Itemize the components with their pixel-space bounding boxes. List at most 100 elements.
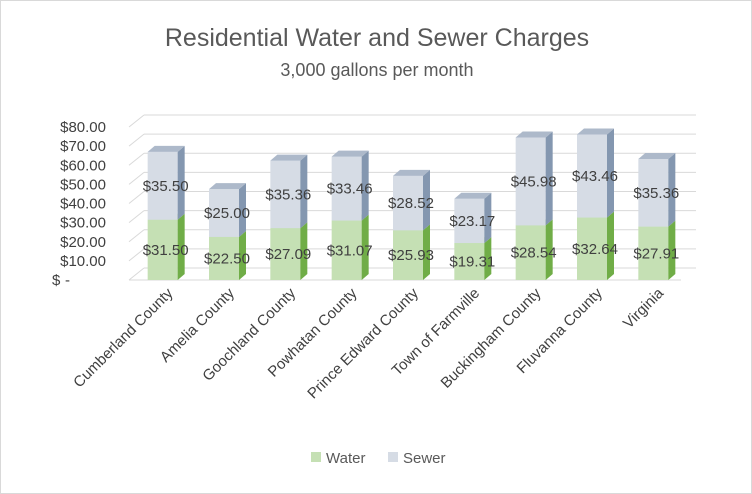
y-tick-label: $60.00	[60, 157, 106, 174]
sewer-data-label: $43.46	[572, 168, 618, 185]
y-tick-label: $	[52, 272, 61, 289]
water-bar-front	[393, 230, 423, 280]
water-bar-side	[668, 220, 676, 280]
sewer-bar-side	[668, 152, 676, 227]
sewer-bar-front	[270, 160, 301, 229]
gridline-diagonal	[128, 229, 145, 243]
legend-swatch	[388, 452, 398, 462]
sewer-bar-front	[577, 134, 607, 218]
water-data-label: $27.91	[633, 245, 679, 262]
sewer-bar-front	[638, 158, 669, 227]
gridline-diagonal	[128, 191, 145, 204]
water-bar-front	[638, 226, 669, 280]
water-bar-front	[270, 228, 301, 280]
sewer-bar-front	[331, 156, 362, 221]
water-bar-front	[331, 220, 362, 280]
water-bar-side	[361, 214, 369, 280]
sewer-bar-side	[423, 169, 430, 231]
gridline-diagonal	[128, 171, 145, 185]
water-bar-side	[545, 219, 553, 280]
category-label: Virginia	[620, 284, 668, 332]
sewer-bar-front	[393, 175, 423, 231]
sewer-bar-side	[239, 183, 246, 237]
sewer-bar-top	[270, 154, 308, 161]
bar-group: $28.54 $45.98	[511, 131, 557, 280]
gridline-diagonal	[128, 267, 145, 281]
sewer-bar-top	[209, 183, 246, 190]
y-tick-label: $20.00	[60, 234, 106, 251]
category-label: Prince Edward County	[304, 284, 422, 402]
water-bar-side	[177, 213, 185, 280]
sewer-bar-top	[393, 169, 430, 176]
legend: Water Sewer	[311, 450, 446, 467]
y-tick-label: $40.00	[60, 196, 106, 213]
bar-group: $27.09 $35.36	[265, 154, 311, 280]
sewer-bar-top	[638, 152, 676, 159]
legend-swatch	[311, 452, 321, 462]
water-data-label: $25.93	[388, 247, 434, 264]
y-tick-label: $30.00	[60, 215, 106, 232]
sewer-bar-front	[515, 137, 546, 226]
water-bar-side	[239, 230, 246, 280]
water-bar-front	[147, 219, 178, 280]
water-bar-side	[423, 224, 430, 280]
sewer-data-label: $33.46	[327, 181, 373, 198]
sewer-bar-top	[515, 131, 553, 138]
bar-group: $25.93 $28.52	[388, 169, 434, 280]
bar-group: $31.07 $33.46	[327, 150, 373, 280]
sewer-data-label: $35.36	[265, 186, 311, 203]
water-bar-front	[454, 243, 485, 280]
y-tick-label: $80.00	[60, 119, 106, 136]
water-bar-side	[300, 222, 308, 280]
gridline-diagonal	[128, 248, 145, 262]
y-tick-label: $10.00	[60, 253, 106, 270]
y-axis-ticks: $ - $10.00 $20.00 $30.00 $40.00 $50.00 $60.00 $7…	[52, 119, 106, 289]
sewer-bar-side	[361, 150, 369, 221]
gridline-diagonal	[128, 210, 145, 224]
sewer-bar-top	[454, 192, 492, 199]
gridline-diagonal	[128, 133, 145, 147]
sewer-bar-side	[545, 131, 553, 226]
y-tick-label: $50.00	[60, 176, 106, 193]
water-bar-side	[484, 237, 492, 280]
water-data-label: $32.64	[572, 241, 618, 258]
sewer-bar-top	[331, 150, 369, 157]
sewer-bar-top	[577, 128, 614, 135]
water-data-label: $19.31	[449, 254, 495, 271]
sewer-bar-side	[607, 128, 614, 218]
sewer-bar-top	[147, 145, 185, 152]
sewer-data-label: $25.00	[204, 205, 250, 222]
sewer-bar-side	[177, 145, 185, 220]
sewer-data-label: $35.50	[143, 178, 189, 195]
sewer-data-label: $23.17	[449, 213, 495, 230]
sewer-bar-front	[147, 151, 178, 220]
water-bar-side	[607, 211, 614, 280]
bars: $31.50 $35.50 $22.50 $25.00 $27.09 $35.36 $31.…	[143, 128, 679, 280]
water-bar-front	[209, 236, 239, 280]
y-tick-label-dash: -	[65, 272, 70, 289]
sewer-bar-side	[484, 192, 492, 244]
bar-group: $32.64 $43.46	[572, 128, 618, 280]
bar-group: $31.50 $35.50	[143, 145, 189, 280]
legend-label: Sewer	[403, 450, 446, 467]
sewer-data-label: $28.52	[388, 195, 434, 212]
gridline-diagonal	[128, 152, 145, 166]
category-label: Buckingham County	[438, 284, 545, 391]
category-label: Cumberland County	[70, 284, 177, 391]
chart-title: Residential Water and Sewer Charges	[165, 24, 589, 52]
water-data-label: $22.50	[204, 250, 250, 267]
water-data-label: $31.07	[327, 242, 373, 259]
water-data-label: $27.09	[265, 246, 311, 263]
sewer-data-label: $45.98	[511, 173, 557, 190]
bar-group: $27.91 $35.36	[633, 152, 679, 280]
bar-group: $22.50 $25.00	[204, 183, 250, 280]
sewer-bar-front	[454, 198, 485, 244]
sewer-data-label: $35.36	[633, 185, 679, 202]
water-bar-front	[515, 225, 546, 280]
chart-subtitle: 3,000 gallons per month	[280, 60, 473, 80]
water-bar-front	[577, 217, 607, 280]
sewer-bar-side	[300, 154, 308, 229]
